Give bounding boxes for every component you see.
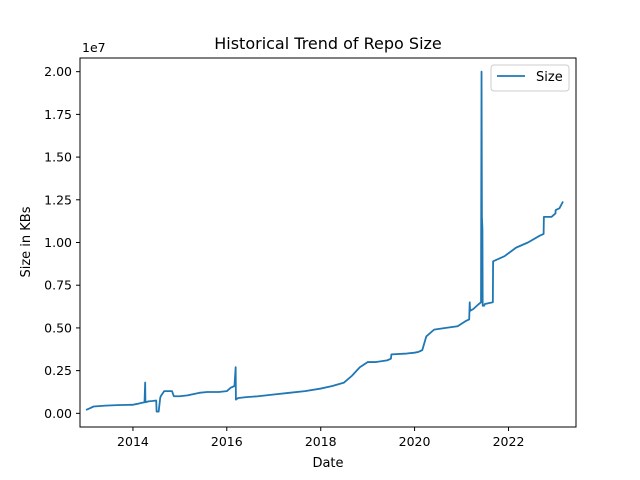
x-axis: 2014 2016 2018 2020 2022 <box>117 427 524 449</box>
chart-title: Historical Trend of Repo Size <box>214 34 442 53</box>
y-axis-label: Size in KBs <box>19 206 34 277</box>
x-tick-label: 2018 <box>305 434 337 449</box>
y-tick-label: 0.25 <box>44 363 72 378</box>
y-tick-label: 2.00 <box>44 64 72 79</box>
y-tick-label: 1.25 <box>44 192 72 207</box>
series-line-size <box>85 70 564 413</box>
x-tick-label: 2016 <box>211 434 243 449</box>
y-tick-label: 1.75 <box>44 107 72 122</box>
y-scale-offset-label: 1e7 <box>82 40 106 55</box>
x-tick-label: 2014 <box>117 434 149 449</box>
y-tick-label: 1.50 <box>44 150 72 165</box>
x-tick-label: 2022 <box>493 434 525 449</box>
legend-box <box>490 64 570 92</box>
x-axis-label: Date <box>312 456 343 471</box>
legend-label: Size <box>536 70 563 85</box>
x-tick-label: 2020 <box>399 434 431 449</box>
y-tick-label: 0.00 <box>44 406 72 421</box>
y-tick-label: 0.75 <box>44 278 72 293</box>
legend: Size <box>490 64 570 92</box>
y-tick-label: 0.50 <box>44 320 72 335</box>
y-axis: 0.00 0.25 0.50 0.75 1.00 1.25 1.50 1.75 2.00 <box>44 64 80 421</box>
y-tick-label: 1.00 <box>44 235 72 250</box>
